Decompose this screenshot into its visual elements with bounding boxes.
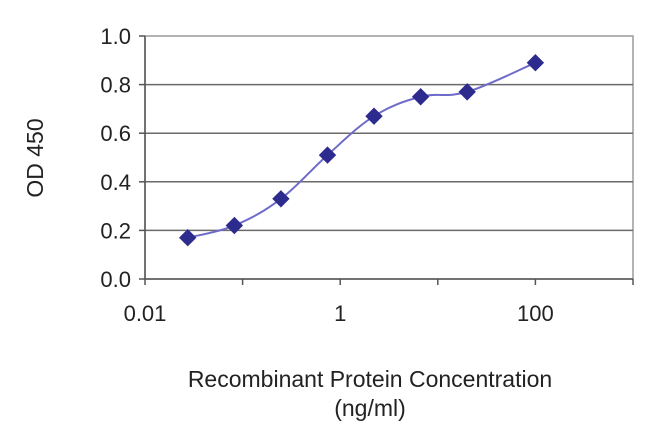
- y-axis: 0.0 0.2 0.4 0.6 0.8 1.0: [100, 24, 146, 292]
- x-tick-label: 1: [334, 301, 346, 326]
- data-point-3: [318, 146, 337, 164]
- x-tick-label: 100: [517, 301, 554, 326]
- x-axis: 0.01 1 100: [124, 278, 634, 326]
- y-tick-label: 0.4: [100, 170, 131, 195]
- data-point-6: [458, 83, 476, 101]
- y-tick-label: 1.0: [100, 24, 131, 49]
- series-layer: [179, 54, 545, 247]
- grid-lines: [145, 83, 633, 232]
- data-point-4: [365, 107, 383, 125]
- plot-frame: [144, 35, 634, 280]
- y-axis-title: OD 450: [22, 118, 48, 197]
- y-tick-label: 0.6: [100, 121, 131, 146]
- y-tick-label: 0.8: [100, 73, 131, 98]
- data-point-5: [411, 88, 430, 106]
- data-point-2: [272, 190, 290, 208]
- data-point-0: [179, 228, 197, 247]
- x-axis-unit: (ng/ml): [334, 395, 406, 421]
- x-axis-title: Recombinant Protein Concentration: [188, 366, 552, 392]
- y-tick-label: 0.0: [100, 267, 131, 292]
- y-tick-label: 0.2: [100, 218, 131, 243]
- plot-area: 0.0 0.2 0.4 0.6 0.8 1.0 0.01 1 100: [100, 24, 634, 326]
- x-tick-label: 0.01: [124, 301, 167, 326]
- data-point-1: [225, 216, 244, 235]
- data-point-7: [526, 54, 545, 72]
